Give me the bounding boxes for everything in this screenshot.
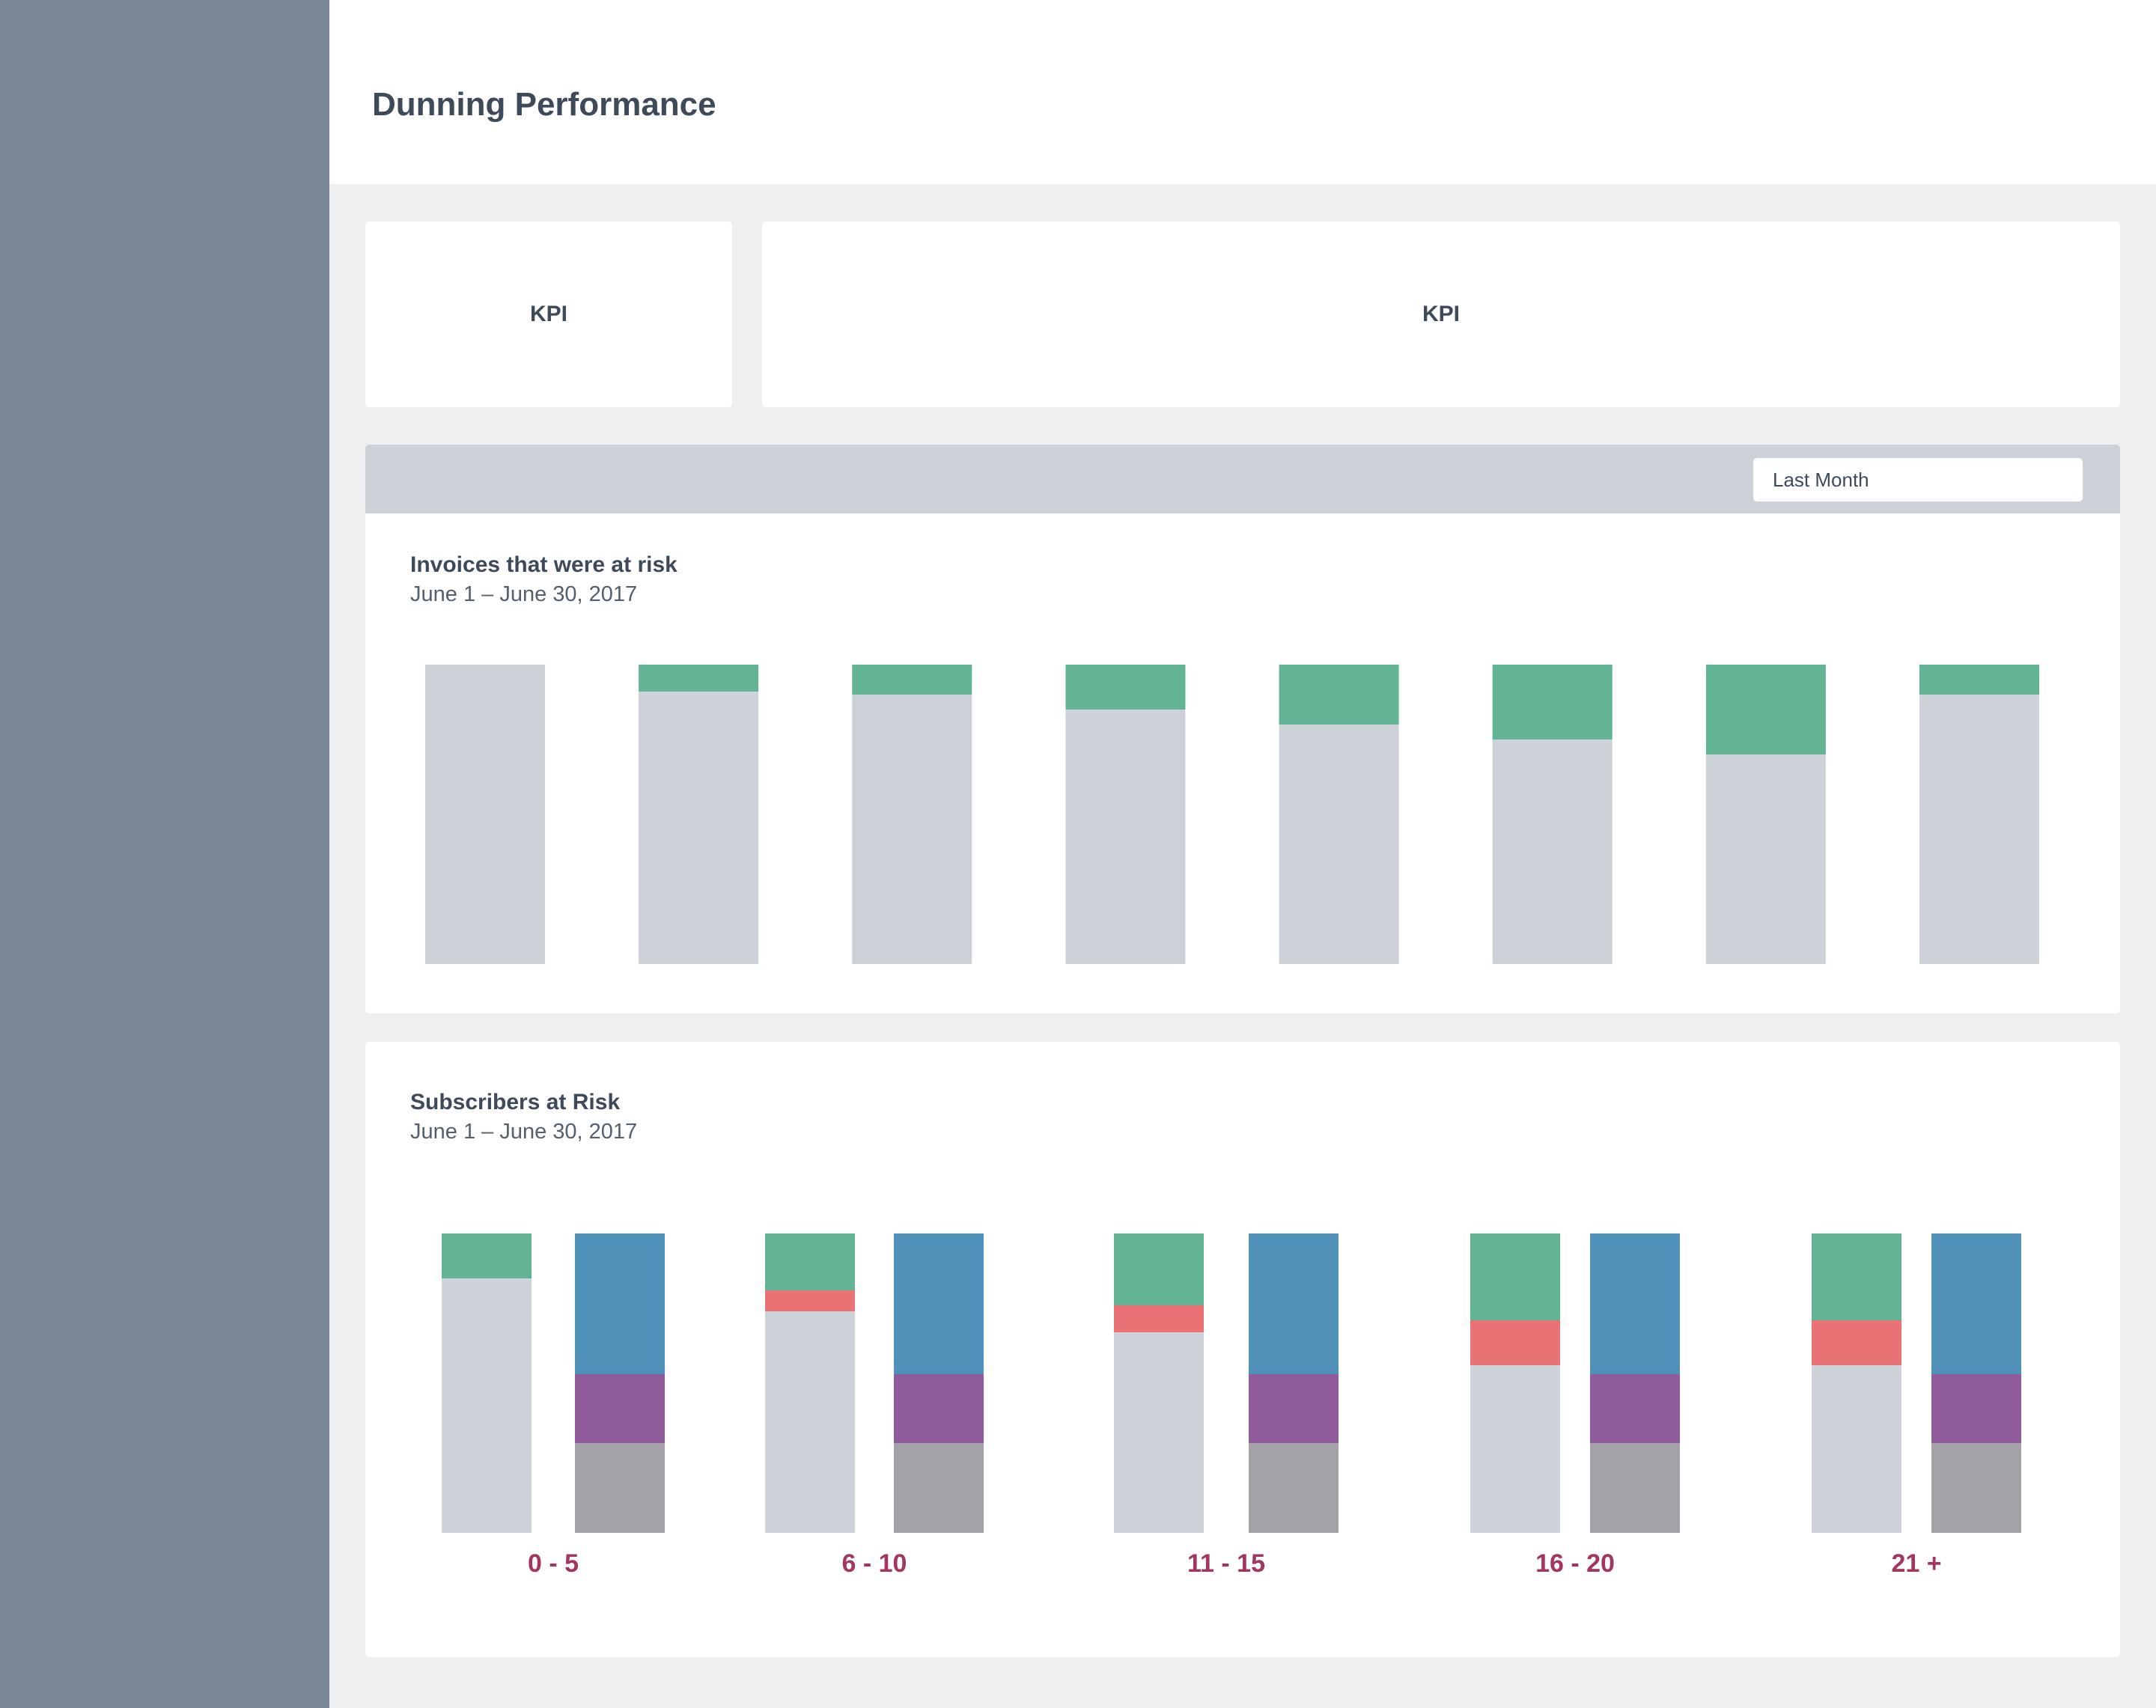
bar-segment-2 [1590,1233,1680,1374]
bar-segment-1 [1705,665,1826,754]
bar-segment-2 [894,1233,984,1374]
bar-segment-0 [1249,1443,1339,1533]
kpi-card-1: KPI [365,222,732,407]
bar-segment-1 [639,665,759,692]
chart-subtitle: June 1 – June 30, 2017 [410,582,638,606]
subscribers-chart-card: Subscribers at Risk June 1 – June 30, 20… [365,1042,2120,1657]
kpi-label: KPI [1422,302,1460,326]
bar-segment-0 [1590,1443,1680,1533]
bar-segment-1 [1931,1374,2021,1443]
bar-segment-2 [765,1233,855,1290]
bar-segment-0 [639,692,759,964]
bar-segment-2 [1249,1233,1339,1374]
kpi-card-2: KPI [762,222,2120,407]
category-label: 21 + [1891,1549,1941,1578]
category-label: 16 - 20 [1535,1549,1615,1578]
kpi-label: KPI [529,302,567,326]
bar-segment-0 [1705,754,1826,964]
bar-segment-1 [1812,1320,1901,1365]
bar-segment-1 [1470,1320,1560,1365]
bar-segment-0 [425,665,545,964]
bar-segment-0 [765,1311,855,1533]
bar-segment-2 [1114,1233,1204,1305]
bar-segment-0 [1812,1365,1901,1533]
bar-segment-0 [1065,710,1186,964]
bar-segment-0 [442,1278,532,1533]
bar-segment-2 [1470,1233,1560,1320]
bar-segment-0 [1919,695,2039,964]
bar-segment-1 [1919,665,2039,695]
bar-segment-1 [575,1374,665,1443]
bar-segment-0 [894,1443,984,1533]
bar-segment-1 [1279,665,1399,725]
filter-bar: Last Month [365,445,2120,513]
bar-segment-0 [1279,725,1399,964]
period-select[interactable]: Last Month [1753,458,2083,501]
invoices-chart-card: Invoices that were at risk June 1 – June… [365,513,2120,1013]
bar-segment-1 [1492,665,1613,739]
bar-segment-0 [852,695,972,964]
bar-segment-0 [1114,1332,1204,1533]
chart-subtitle: June 1 – June 30, 2017 [410,1120,638,1144]
bar-segment-0 [1931,1443,2021,1533]
category-label: 6 - 10 [842,1549,907,1578]
bar-segment-0 [1492,739,1613,964]
bar-segment-1 [852,665,972,695]
category-label: 11 - 15 [1187,1549,1265,1578]
chart-title: Invoices that were at risk [410,552,677,577]
page-header: Dunning Performance [329,0,2156,184]
category-label: 0 - 5 [528,1549,579,1578]
bar-segment-1 [1249,1374,1339,1443]
bar-segment-1 [765,1290,855,1311]
chart-title: Subscribers at Risk [410,1090,621,1114]
bar-segment-1 [1590,1374,1680,1443]
sidebar [0,0,329,1708]
invoices-chart [425,665,2039,964]
bar-segment-0 [1470,1365,1560,1533]
bar-segment-0 [575,1443,665,1533]
bar-segment-2 [442,1233,532,1278]
bar-segment-1 [894,1374,984,1443]
bar-segment-2 [1931,1233,2021,1374]
bar-segment-2 [575,1233,665,1374]
subscribers-chart: 0 - 5 6 - 10 11 - 15 16 - 20 21 + [442,1233,2021,1578]
bar-segment-1 [1065,665,1186,710]
bar-segment-1 [1114,1305,1204,1332]
bar-segment-2 [1812,1233,1901,1320]
page-title: Dunning Performance [372,86,716,123]
